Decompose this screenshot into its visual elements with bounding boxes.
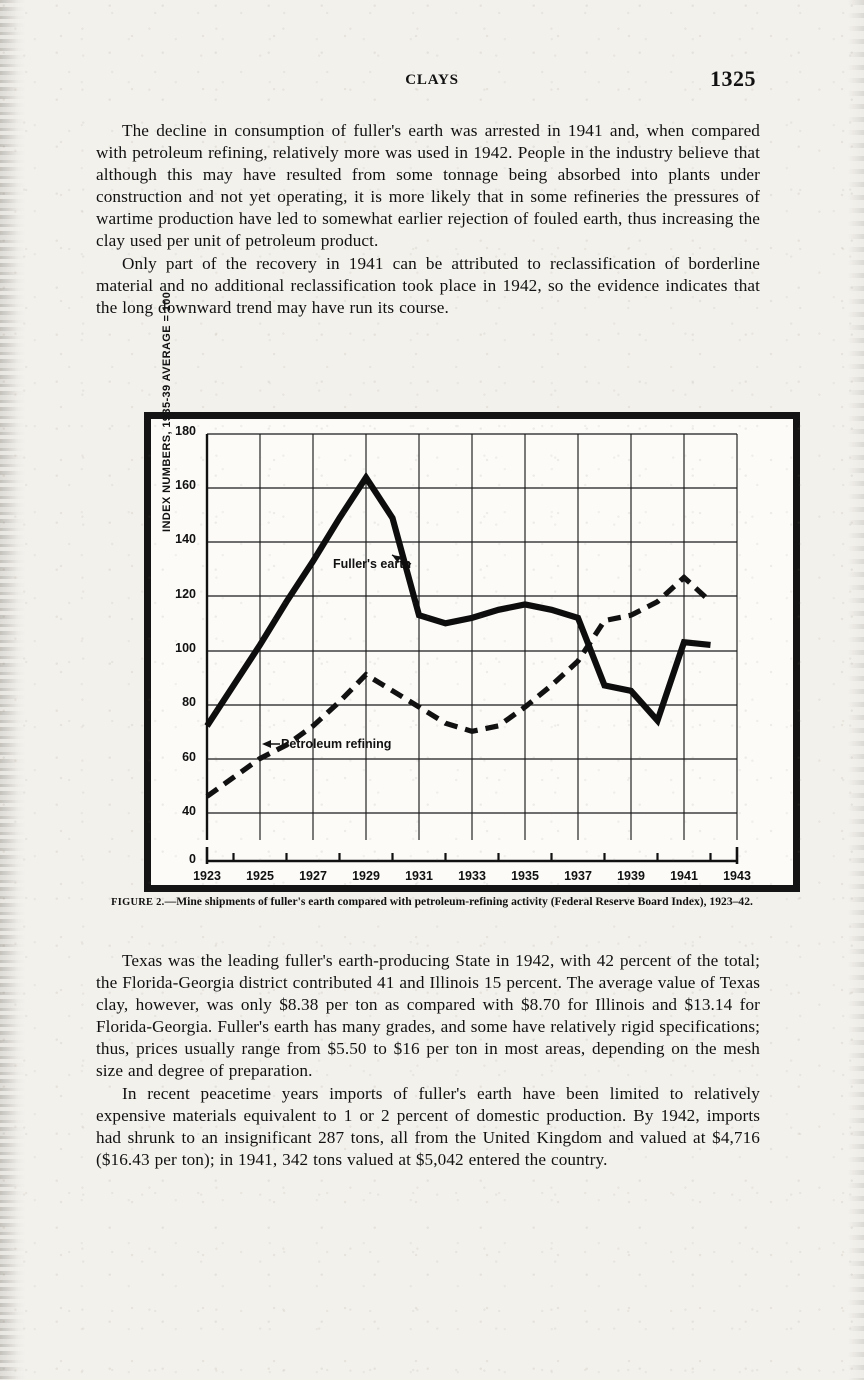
paragraph: In recent peacetime years imports of ful… [96,1083,760,1169]
x-tick-label: 1925 [246,869,274,883]
paragraph: The decline in consumption of fuller's e… [96,121,760,251]
x-tick-label: 1929 [352,869,380,883]
running-head: CLAYS 1325 [0,66,864,98]
paragraph: Texas was the leading fuller's earth-pro… [96,951,760,1081]
y-tick-label: 120 [175,587,196,601]
y-tick-label: 40 [182,804,196,818]
figure-caption: FIGURE 2.—Mine shipments of fuller's ear… [100,894,764,910]
figure-caption-label: FIGURE 2. [111,897,165,908]
chart-svg [204,433,739,864]
chart-gridlines [206,433,738,840]
x-tick-label: 1943 [723,869,751,883]
x-tick-label: 1935 [511,869,539,883]
paragraph: Only part of the recovery in 1941 can be… [96,253,760,317]
x-tick-label: 1931 [405,869,433,883]
annotation-fullers-earth: Fuller's earth [333,557,411,571]
paragraph-block-bottom: Texas was the leading fuller's earth-pro… [96,950,760,1171]
series-fullers-earth [204,471,711,728]
figure-2: INDEX NUMBERS, 1935-39 AVERAGE = 100 180… [144,292,800,892]
y-tick-label: 60 [182,750,196,764]
y-tick-label: 180 [175,424,196,438]
y-tick-label: 0 [189,852,196,866]
chart-plot-area: INDEX NUMBERS, 1935-39 AVERAGE = 100 180… [144,292,800,892]
x-tick-label: 1939 [617,869,645,883]
chart-x-axis [205,847,739,864]
running-head-title: CLAYS [405,72,459,88]
x-tick-label: 1933 [458,869,486,883]
y-tick-label: 100 [175,641,196,655]
x-tick-label: 1941 [670,869,698,883]
x-tick-label: 1923 [193,869,221,883]
x-tick-label: 1927 [299,869,327,883]
chart-x-axis-ticks [232,853,712,861]
y-tick-label: 140 [175,532,196,546]
paragraph-block-top: The decline in consumption of fuller's e… [96,120,760,319]
y-tick-label: 80 [182,695,196,709]
page-number: 1325 [710,66,756,91]
figure-caption-text: —Mine shipments of fuller's earth compar… [164,895,753,908]
annotation-leaders [262,554,412,748]
y-tick-label: 160 [175,478,196,492]
annotation-petroleum-refining: Petroleum refining [281,737,392,751]
x-tick-label: 1937 [564,869,592,883]
